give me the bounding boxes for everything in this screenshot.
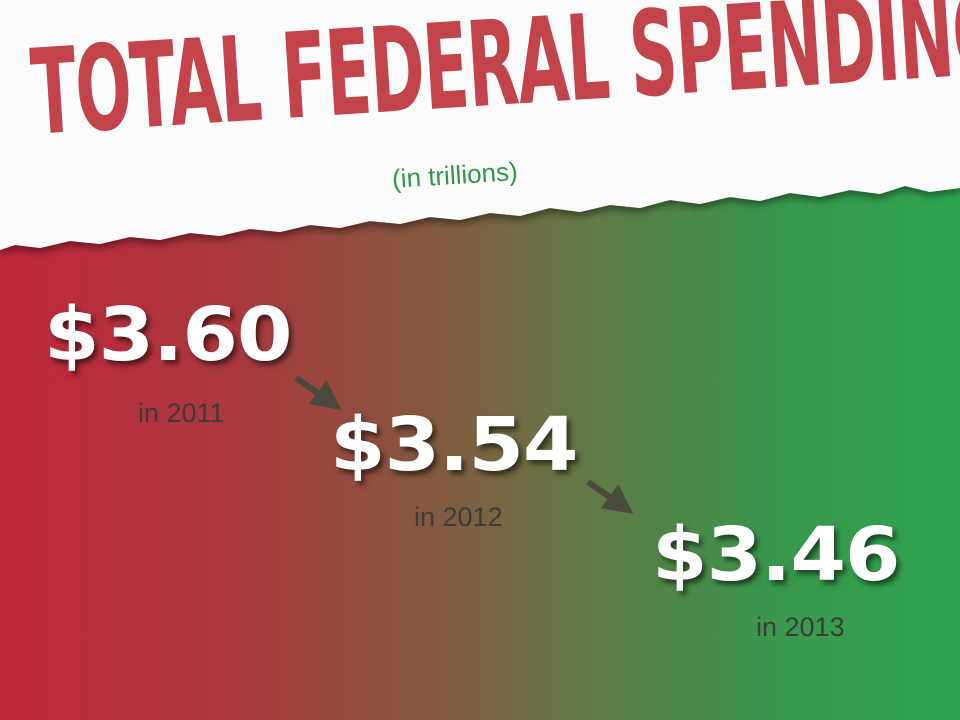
torn-paper xyxy=(0,0,960,250)
arrows xyxy=(294,375,634,515)
year: in 2011 xyxy=(138,398,225,428)
year: in 2012 xyxy=(414,502,503,532)
amount: $3.46 xyxy=(652,512,900,598)
amount: $3.54 xyxy=(330,402,578,488)
year: in 2013 xyxy=(756,612,845,642)
amount: $3.60 xyxy=(44,292,292,378)
